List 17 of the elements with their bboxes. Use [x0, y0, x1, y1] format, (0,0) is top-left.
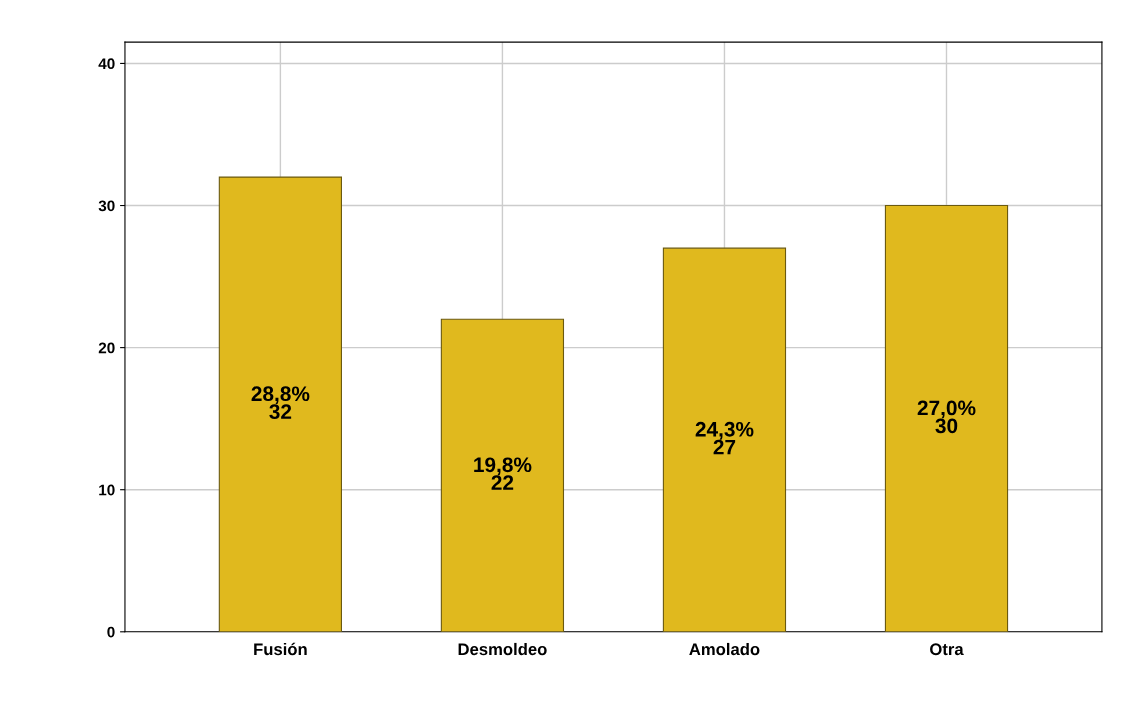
y-tick-label: 20: [98, 342, 115, 354]
x-tick-label: Desmoldeo: [458, 642, 547, 656]
data-label: 24,3% 27: [695, 421, 754, 455]
x-tick-label: Amolado: [689, 642, 760, 656]
bar: [218, 176, 343, 632]
bar: [662, 247, 787, 632]
y-tick-label: 10: [99, 484, 115, 496]
y-tick-label: 0: [107, 626, 115, 638]
x-tick-label: Fusión: [254, 642, 307, 656]
data-label: 27,0% 30: [917, 400, 976, 434]
y-tick-label: 30: [98, 200, 115, 212]
y-tick-label: 40: [98, 58, 115, 70]
bar: [440, 318, 565, 632]
x-tick-label: Otra: [930, 643, 964, 656]
data-label: 19,8% 22: [474, 457, 532, 490]
data-label: 28,8% 32: [251, 386, 310, 420]
bar: [884, 204, 1009, 632]
